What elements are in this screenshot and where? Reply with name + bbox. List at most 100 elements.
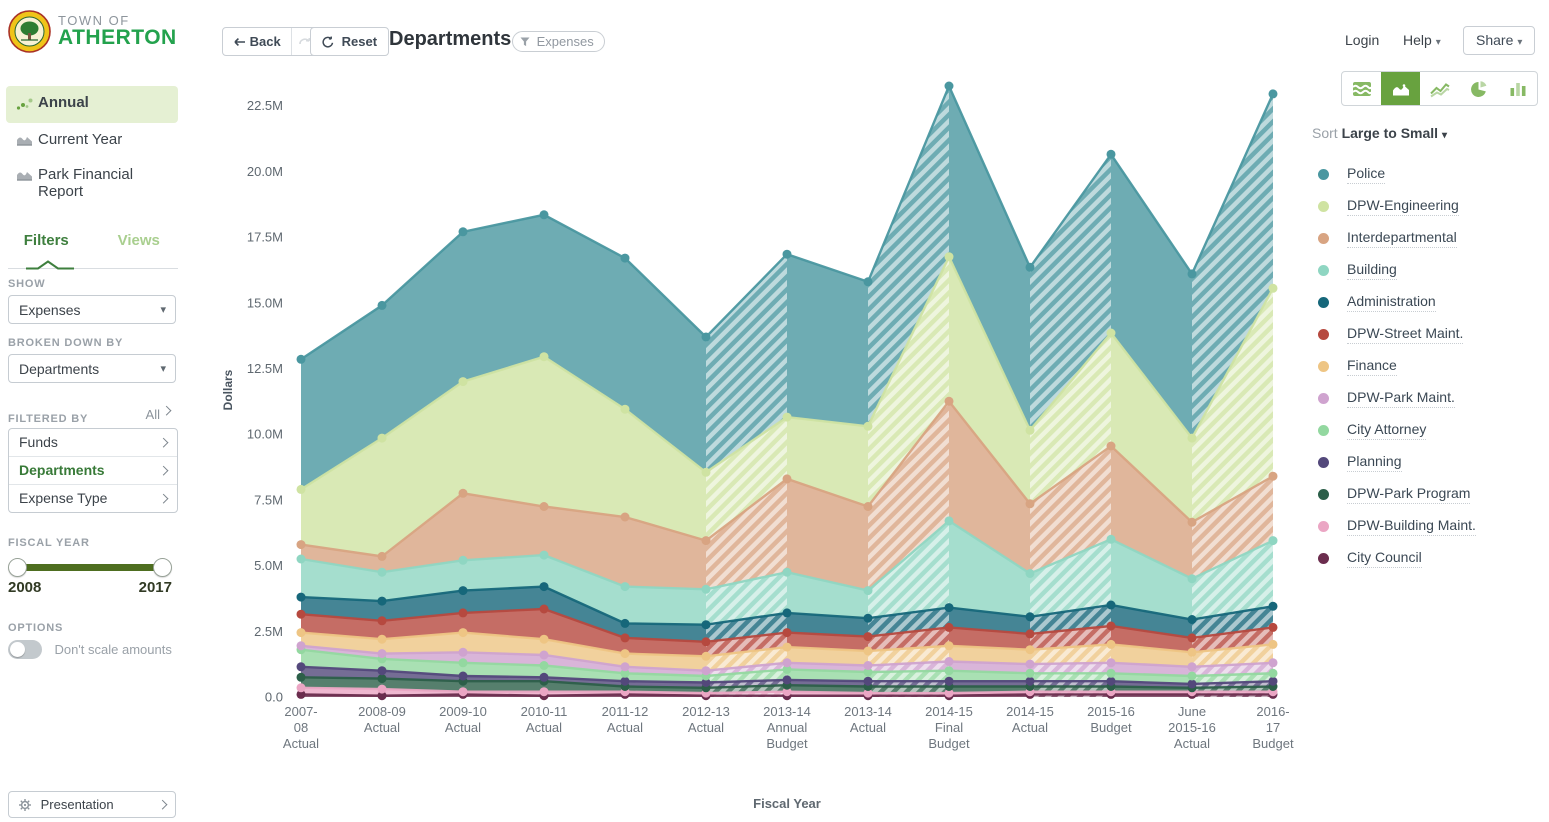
chart-type-pie-icon[interactable] xyxy=(1459,72,1498,105)
data-point-administration[interactable] xyxy=(458,586,468,596)
chart-type-stream-icon[interactable] xyxy=(1342,72,1381,105)
data-point-planning[interactable] xyxy=(458,671,468,681)
data-point-planning[interactable] xyxy=(863,676,873,686)
data-point-dpw-engineering[interactable] xyxy=(1268,283,1278,293)
data-point-finance[interactable] xyxy=(863,646,873,656)
data-point-dpw-engineering[interactable] xyxy=(296,484,306,494)
data-point-dpw-engineering[interactable] xyxy=(539,352,549,362)
data-point-interdepartmental[interactable] xyxy=(863,502,873,511)
data-point-police[interactable] xyxy=(701,332,711,342)
filter-item-funds[interactable]: Funds xyxy=(9,429,177,457)
data-point-dpw-park-maint[interactable] xyxy=(539,650,549,660)
legend-item-city-attorney[interactable]: City Attorney xyxy=(1312,414,1549,446)
data-point-administration[interactable] xyxy=(296,592,306,602)
back-button[interactable]: Back xyxy=(223,28,292,55)
slider-handle-max[interactable] xyxy=(153,558,172,577)
filtered-by-all-link[interactable]: All xyxy=(146,405,172,422)
dont-scale-toggle[interactable] xyxy=(8,640,42,659)
show-select[interactable]: Expenses ▾ xyxy=(8,295,176,324)
data-point-police[interactable] xyxy=(782,249,792,259)
data-point-building[interactable] xyxy=(1025,569,1035,578)
data-point-dpw-engineering[interactable] xyxy=(458,377,468,387)
data-point-building[interactable] xyxy=(944,516,954,526)
data-point-dpw-park-maint[interactable] xyxy=(701,666,711,676)
data-point-finance[interactable] xyxy=(782,642,792,652)
data-point-administration[interactable] xyxy=(539,582,549,592)
legend-item-dpw-street-maint[interactable]: DPW-Street Maint. xyxy=(1312,318,1549,350)
data-point-dpw-engineering[interactable] xyxy=(620,404,630,414)
legend-item-dpw-park-program[interactable]: DPW-Park Program xyxy=(1312,478,1549,510)
data-point-dpw-street-maint[interactable] xyxy=(863,632,873,642)
data-point-dpw-park-maint[interactable] xyxy=(458,647,468,657)
data-point-city-attorney[interactable] xyxy=(620,668,630,678)
data-point-police[interactable] xyxy=(944,81,954,91)
data-point-police[interactable] xyxy=(1268,89,1278,99)
login-link[interactable]: Login xyxy=(1345,32,1379,48)
expenses-filter-chip[interactable]: Expenses xyxy=(512,31,605,52)
slider-handle-min[interactable] xyxy=(8,558,27,577)
help-menu[interactable]: Help ▾ xyxy=(1403,32,1441,48)
data-point-building[interactable] xyxy=(1187,574,1197,584)
legend-item-city-council[interactable]: City Council xyxy=(1312,542,1549,574)
data-point-dpw-engineering[interactable] xyxy=(863,421,873,431)
data-point-city-attorney[interactable] xyxy=(539,661,549,670)
data-point-interdepartmental[interactable] xyxy=(296,540,306,550)
data-point-city-attorney[interactable] xyxy=(1025,668,1035,678)
tab-filters[interactable]: Filters xyxy=(23,232,69,249)
legend-item-dpw-engineering[interactable]: DPW-Engineering xyxy=(1312,190,1549,222)
forward-button-disabled[interactable] xyxy=(292,28,318,55)
sidebar-item-park-financial-report[interactable]: Park Financial Report xyxy=(6,158,178,208)
data-point-dpw-park-maint[interactable] xyxy=(1187,662,1197,672)
data-point-dpw-street-maint[interactable] xyxy=(1268,622,1278,632)
legend-item-administration[interactable]: Administration xyxy=(1312,286,1549,318)
data-point-dpw-street-maint[interactable] xyxy=(701,637,711,647)
data-point-administration[interactable] xyxy=(782,608,792,618)
data-point-dpw-park-maint[interactable] xyxy=(296,641,306,651)
data-point-finance[interactable] xyxy=(1268,639,1278,649)
legend-item-police[interactable]: Police xyxy=(1312,158,1549,190)
data-point-administration[interactable] xyxy=(377,596,387,606)
data-point-dpw-street-maint[interactable] xyxy=(296,609,306,619)
reset-button[interactable]: Reset xyxy=(310,27,390,56)
data-point-administration[interactable] xyxy=(701,620,711,630)
data-point-planning[interactable] xyxy=(701,678,711,687)
data-point-dpw-park-program[interactable] xyxy=(377,674,387,684)
data-point-police[interactable] xyxy=(296,354,306,364)
legend-item-building[interactable]: Building xyxy=(1312,254,1549,286)
filter-item-expense-type[interactable]: Expense Type xyxy=(9,485,177,512)
data-point-dpw-street-maint[interactable] xyxy=(458,608,468,618)
data-point-planning[interactable] xyxy=(377,666,387,676)
data-point-planning[interactable] xyxy=(539,672,549,682)
data-point-planning[interactable] xyxy=(1106,676,1116,686)
data-point-administration[interactable] xyxy=(944,603,954,613)
data-point-building[interactable] xyxy=(620,582,630,592)
data-point-interdepartmental[interactable] xyxy=(377,551,387,561)
presentation-button[interactable]: Presentation xyxy=(8,791,176,818)
sidebar-item-annual[interactable]: Annual xyxy=(6,86,178,123)
data-point-interdepartmental[interactable] xyxy=(458,488,468,498)
chart-type-line-icon[interactable] xyxy=(1420,72,1459,105)
data-point-administration[interactable] xyxy=(620,618,630,628)
data-point-dpw-street-maint[interactable] xyxy=(944,622,954,632)
data-point-dpw-engineering[interactable] xyxy=(1106,328,1116,338)
slider-track[interactable] xyxy=(12,564,168,571)
sidebar-item-current-year[interactable]: Current Year xyxy=(6,123,178,158)
data-point-city-attorney[interactable] xyxy=(1187,671,1197,681)
data-point-administration[interactable] xyxy=(863,613,873,623)
data-point-interdepartmental[interactable] xyxy=(1268,471,1278,481)
data-point-dpw-building-maint[interactable] xyxy=(863,688,873,698)
data-point-dpw-building-maint[interactable] xyxy=(377,684,387,694)
data-point-planning[interactable] xyxy=(782,675,792,685)
data-point-building[interactable] xyxy=(782,567,792,577)
data-point-interdepartmental[interactable] xyxy=(944,396,954,406)
data-point-police[interactable] xyxy=(377,300,387,310)
data-point-dpw-street-maint[interactable] xyxy=(1187,633,1197,643)
data-point-interdepartmental[interactable] xyxy=(1106,441,1116,451)
data-point-dpw-street-maint[interactable] xyxy=(1106,621,1116,631)
data-point-planning[interactable] xyxy=(1268,676,1278,686)
data-point-interdepartmental[interactable] xyxy=(1025,499,1035,509)
data-point-dpw-park-maint[interactable] xyxy=(1106,658,1116,668)
data-point-dpw-engineering[interactable] xyxy=(377,433,387,443)
data-point-dpw-building-maint[interactable] xyxy=(458,687,468,697)
data-point-dpw-building-maint[interactable] xyxy=(782,687,792,697)
